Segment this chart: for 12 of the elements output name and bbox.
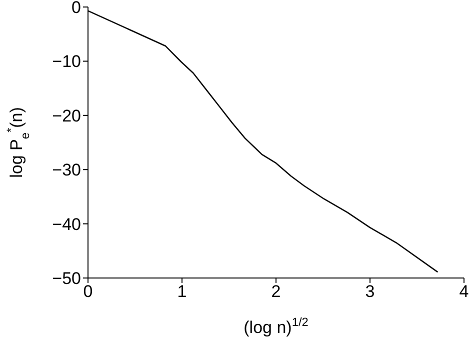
y-tick-label: −20 bbox=[52, 106, 81, 126]
y-tick-label: −30 bbox=[52, 160, 81, 180]
x-tick-label: 4 bbox=[459, 282, 469, 302]
y-tick-label: −50 bbox=[52, 269, 81, 288]
x-tick-label: 0 bbox=[83, 282, 93, 302]
x-axis-title: (log n)$^{1/2}$ bbox=[244, 315, 309, 337]
y-tick-label: −40 bbox=[52, 214, 81, 234]
x-tick-label: 2 bbox=[271, 282, 281, 302]
y-tick-label: 0 bbox=[72, 0, 81, 18]
x-tick-label: 1 bbox=[177, 282, 187, 302]
x-tick-label: 3 bbox=[365, 282, 375, 302]
y-tick-label: −10 bbox=[52, 52, 81, 72]
